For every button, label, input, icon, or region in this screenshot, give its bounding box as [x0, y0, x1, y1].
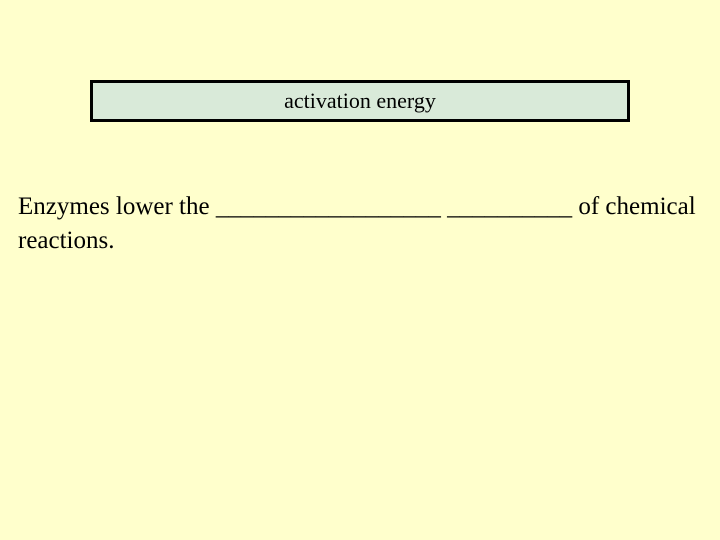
- answer-text: activation energy: [284, 88, 436, 114]
- prompt-text: Enzymes lower the __________________ ___…: [18, 190, 708, 258]
- answer-box: activation energy: [90, 80, 630, 122]
